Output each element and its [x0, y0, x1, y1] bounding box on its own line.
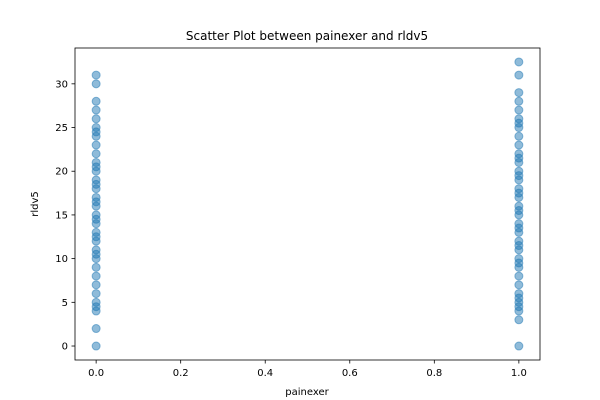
scatter-point	[91, 162, 101, 172]
x-tick-label: 0.2	[173, 368, 189, 379]
scatter-point	[514, 118, 524, 128]
y-tick-label: 15	[55, 210, 68, 221]
scatter-point	[91, 262, 101, 272]
scatter-point	[91, 232, 101, 242]
scatter-point	[91, 280, 101, 290]
scatter-point	[514, 241, 524, 251]
scatter-point	[91, 341, 101, 351]
y-tick-label: 10	[55, 254, 68, 265]
scatter-point	[514, 280, 524, 290]
scatter-point	[514, 131, 524, 141]
y-tick-label: 0	[62, 342, 68, 353]
plot-frame	[74, 47, 541, 361]
scatter-point	[91, 79, 101, 89]
x-tick-label: 0.8	[426, 368, 442, 379]
scatter-point	[514, 171, 524, 181]
scatter-point	[91, 127, 101, 137]
chart-title: Scatter Plot between painexer and rldv5	[186, 29, 428, 43]
x-tick-label: 0.4	[257, 368, 273, 379]
scatter-point	[514, 341, 524, 351]
scatter-point	[514, 302, 524, 312]
scatter-point	[91, 149, 101, 159]
scatter-point	[91, 179, 101, 189]
x-axis-label: painexer	[285, 387, 329, 398]
scatter-point	[91, 105, 101, 115]
scatter-point	[91, 271, 101, 281]
scatter-point	[91, 140, 101, 150]
scatter-point	[514, 315, 524, 325]
scatter-point	[514, 70, 524, 80]
scatter-point	[91, 197, 101, 207]
ticks-layer: 0.0 0.2 0.4 0.6 0.8 1.0 0 5 10 15 20 25 30	[55, 79, 527, 379]
scatter-point	[514, 206, 524, 216]
y-tick-label: 30	[55, 79, 68, 90]
scatter-point	[514, 96, 524, 106]
scatter-point	[91, 302, 101, 312]
scatter-point	[514, 88, 524, 98]
scatter-point	[91, 324, 101, 334]
scatter-point	[514, 140, 524, 150]
scatter-point	[91, 214, 101, 224]
scatter-point	[514, 258, 524, 268]
scatter-point	[514, 188, 524, 198]
x-tick-label: 1.0	[511, 368, 527, 379]
scatter-point	[514, 57, 524, 67]
x-tick-label: 0.0	[88, 368, 104, 379]
scatter-point	[91, 249, 101, 259]
y-tick-label: 20	[55, 167, 68, 178]
scatter-point	[514, 223, 524, 233]
scatter-point	[91, 289, 101, 299]
scatter-point	[514, 293, 524, 303]
scatter-point	[514, 271, 524, 281]
scatter-point	[91, 114, 101, 124]
scatter-point	[91, 70, 101, 80]
y-tick-label: 5	[62, 298, 68, 309]
scatter-point	[514, 105, 524, 115]
scatter-point	[91, 96, 101, 106]
points-layer	[91, 57, 524, 351]
y-tick-label: 25	[55, 123, 68, 134]
y-axis-label: rldv5	[30, 191, 41, 217]
x-tick-label: 0.6	[342, 368, 358, 379]
scatter-point	[514, 153, 524, 163]
